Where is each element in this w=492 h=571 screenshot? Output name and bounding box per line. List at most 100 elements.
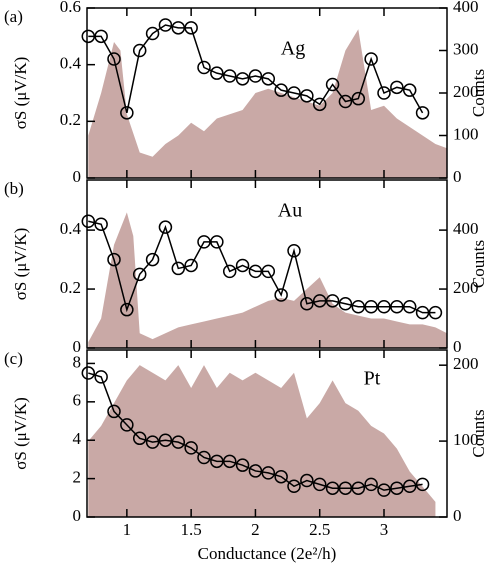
data-point [312, 97, 327, 112]
data-point [197, 60, 211, 75]
data-point [274, 288, 288, 302]
data-point [145, 26, 160, 41]
y2-axis-label: Counts [469, 240, 488, 288]
data-point [300, 297, 314, 311]
data-point [415, 106, 430, 120]
y-tick-label: 8 [73, 352, 82, 371]
x-tick-label: 1 [123, 520, 132, 539]
data-point [287, 243, 301, 258]
data-point [338, 481, 353, 495]
data-point [94, 217, 108, 231]
data-point [338, 94, 353, 109]
y2-tick-label: 200 [453, 82, 479, 101]
data-point [300, 473, 314, 488]
y2-tick-label: 400 [453, 0, 479, 16]
data-point [325, 77, 340, 92]
data-point [94, 370, 108, 384]
data-point [338, 297, 353, 311]
y2-tick-label: 300 [453, 39, 479, 58]
data-point [325, 481, 340, 495]
data-point [132, 267, 147, 282]
data-point [184, 441, 198, 455]
x-tick-label: 3 [380, 520, 389, 539]
thermopower-line [88, 372, 423, 491]
data-point [120, 302, 134, 317]
data-point [274, 469, 288, 484]
data-point [81, 29, 96, 44]
data-point [235, 72, 250, 86]
data-point [274, 83, 288, 97]
data-point [158, 18, 173, 32]
annotation: Au [278, 200, 302, 222]
y2-tick-label: 200 [453, 278, 479, 297]
data-point [377, 483, 391, 497]
y2-tick-label: 100 [453, 124, 479, 143]
data-point [107, 52, 121, 66]
panel-label: (c) [4, 349, 23, 368]
y-tick-label: 0 [73, 337, 82, 356]
data-point [107, 252, 121, 267]
y2-axis-label: Counts [469, 69, 488, 117]
count-area [88, 212, 447, 348]
panel-label: (a) [4, 7, 23, 26]
data-point [390, 481, 404, 495]
plot-frame [86, 179, 448, 349]
data-point [132, 431, 147, 446]
y-tick-label: 0.4 [60, 54, 82, 73]
annotation: Pt [364, 368, 381, 390]
y-axis-label: σS (μV/K) [11, 228, 30, 301]
panel-label: (b) [4, 179, 24, 198]
x-tick-label: 2.5 [309, 520, 330, 539]
data-point [210, 235, 224, 249]
x-tick-label: 2 [251, 520, 260, 539]
thermopower-line [88, 220, 436, 314]
data-point [402, 83, 417, 97]
y-tick-label: 0.4 [60, 219, 82, 238]
data-point [428, 305, 443, 320]
x-tick-label: 1.5 [181, 520, 202, 539]
y-tick-label: 0 [73, 167, 82, 186]
y2-tick-label: 0 [453, 337, 462, 356]
y-axis-label: σS (μV/K) [11, 57, 30, 130]
y-tick-label: 6 [73, 391, 82, 410]
data-point [145, 435, 160, 449]
data-point [222, 264, 237, 279]
data-point [145, 252, 160, 267]
data-point [197, 235, 211, 249]
y2-tick-label: 0 [453, 167, 462, 186]
y2-tick-label: 200 [453, 354, 479, 373]
y-tick-label: 4 [73, 429, 82, 448]
data-point [248, 69, 263, 83]
y-tick-label: 0 [73, 506, 82, 525]
y-tick-label: 2 [73, 468, 82, 487]
data-point [158, 220, 173, 234]
y2-tick-label: 0 [453, 506, 462, 525]
y-axis-label: σS (μV/K) [11, 397, 30, 470]
y2-axis-label: Counts [469, 409, 488, 457]
count-area [88, 29, 447, 178]
data-point [171, 21, 186, 35]
data-point [107, 404, 121, 419]
data-point [222, 69, 237, 83]
data-point [377, 86, 391, 100]
data-point [158, 433, 173, 447]
data-point [287, 479, 301, 494]
data-point [261, 466, 276, 480]
data-point [94, 29, 108, 44]
x-axis-label: Conductance (2e²/h) [198, 544, 337, 563]
data-point [351, 481, 366, 495]
count-area [88, 365, 436, 517]
data-point [235, 458, 250, 472]
data-point [235, 258, 250, 273]
y-tick-label: 0.2 [60, 278, 81, 297]
data-point [364, 299, 378, 314]
data-point [210, 66, 224, 80]
data-point [261, 264, 276, 279]
data-point [364, 52, 378, 66]
data-point [325, 294, 340, 308]
data-point [222, 454, 237, 469]
data-point [132, 43, 147, 58]
data-point [287, 86, 301, 100]
data-point [171, 261, 186, 276]
